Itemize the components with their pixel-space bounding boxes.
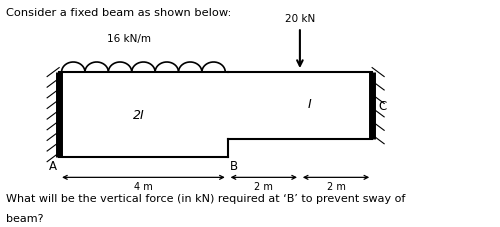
Text: 2 m: 2 m bbox=[254, 182, 273, 192]
Text: 20 kN: 20 kN bbox=[285, 14, 315, 24]
Text: 2 m: 2 m bbox=[326, 182, 345, 192]
Text: C: C bbox=[378, 100, 386, 113]
Text: B: B bbox=[230, 160, 238, 173]
Text: A: A bbox=[49, 160, 57, 173]
Text: 16 kN/m: 16 kN/m bbox=[107, 34, 151, 44]
Text: beam?: beam? bbox=[6, 213, 44, 223]
Text: 2I: 2I bbox=[132, 109, 144, 122]
Text: Consider a fixed beam as shown below:: Consider a fixed beam as shown below: bbox=[6, 8, 232, 18]
Text: 4 m: 4 m bbox=[134, 182, 153, 192]
Text: What will be the vertical force (in kN) required at ‘B’ to prevent sway of: What will be the vertical force (in kN) … bbox=[6, 193, 406, 203]
Text: I: I bbox=[308, 98, 312, 111]
